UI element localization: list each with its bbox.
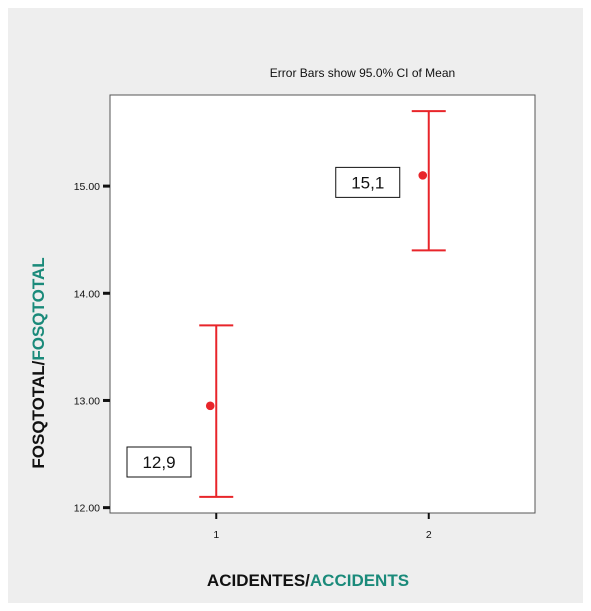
error-bars: [199, 110, 446, 498]
mean-label-box: 15,1: [335, 166, 401, 198]
y-tick-label: 13.00: [74, 395, 100, 407]
y-axis-title: FOSQTOTAL/FOSQTOTAL: [29, 257, 48, 468]
errorbar-chart: Error Bars show 95.0% CI of Mean 12.00 13…: [29, 66, 536, 590]
y-tick: [103, 291, 110, 295]
mean-label-box: 12,9: [126, 446, 192, 478]
x-axis-title-part2: ACCIDENTS: [310, 571, 409, 590]
x-tick: [215, 513, 218, 519]
x-axis-title-part1: ACIDENTES/: [207, 571, 310, 590]
mean-label-text: 15,1: [351, 173, 384, 192]
y-tick-label: 14.00: [74, 288, 100, 300]
mean-label-frame: [335, 166, 401, 198]
y-axis-title-part2: FOSQTOTAL: [29, 257, 48, 360]
y-tick: [103, 398, 110, 402]
y-tick-label: 12.00: [74, 503, 100, 515]
x-axis-title: ACIDENTES/ACCIDENTS: [207, 571, 409, 590]
error-bar: [199, 324, 234, 498]
mean-marker: [205, 401, 215, 411]
chart-note: Error Bars show 95.0% CI of Mean: [270, 66, 455, 80]
chart-frame: Error Bars show 95.0% CI of Mean 12.00 13…: [8, 8, 583, 603]
y-tick-label: 15.00: [74, 181, 100, 193]
error-bar: [411, 110, 446, 252]
y-tick: [103, 184, 110, 188]
mean-label-frame: [126, 446, 192, 478]
y-axis-title-part1: FOSQTOTAL/: [29, 360, 48, 468]
x-tick: [427, 513, 430, 519]
plot-area: [109, 94, 536, 514]
mean-label-text: 12,9: [142, 453, 175, 472]
mean-marker: [418, 171, 428, 180]
y-tick: [103, 506, 110, 510]
mean-labels: 12,9 15,1: [126, 166, 401, 478]
x-tick-label: 2: [426, 529, 432, 541]
y-axis: 12.00 13.00 14.00 15.00: [74, 181, 110, 515]
x-tick-label: 1: [213, 529, 219, 541]
